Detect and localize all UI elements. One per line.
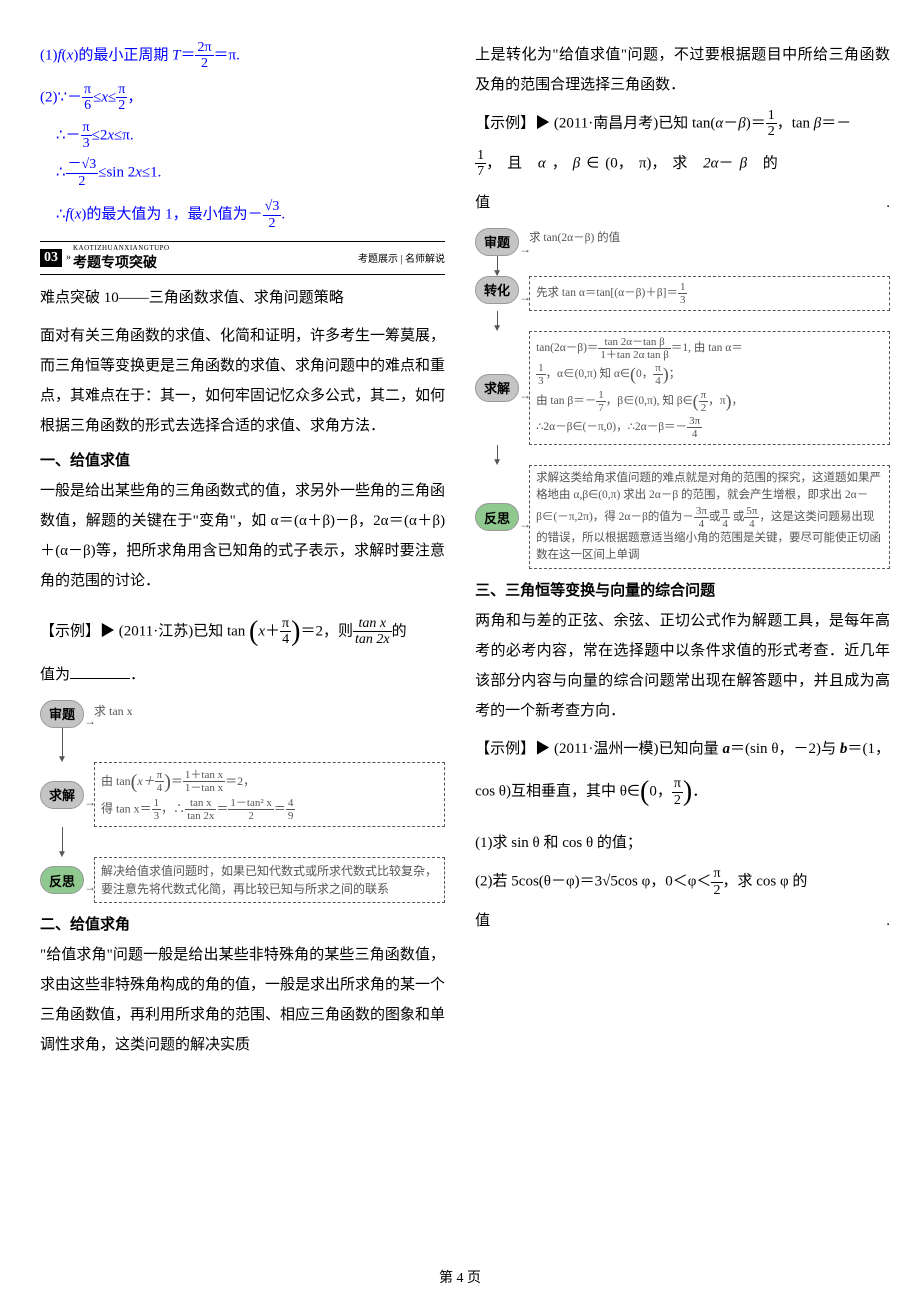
d2-node-transform: 转化: [475, 276, 519, 304]
d2-node-reflect: 反思: [475, 503, 519, 531]
example-2: 【示例】▶ (2011·南昌月考)已知 tan(α－β)＝12，tan β＝－: [475, 108, 890, 140]
diagram-2: 审题 → 求 tan(2α－β) 的值 ▼ 转化 → 先求 tan α＝tan[…: [475, 228, 890, 570]
difficulty-title: 难点突破 10——三角函数求值、求角问题策略: [40, 283, 445, 313]
example-1: 【示例】▶ (2011·江苏)已知 tan (x＋π4)＝2，则tan xtan…: [40, 604, 445, 690]
solution-line-1: (1)f(x)的最小正周期 T＝2π2＝π.: [40, 40, 445, 72]
solution-line-5: ∴f(x)的最大值为 1，最小值为－√32.: [40, 199, 445, 231]
section-pinyin: KAOTIZHUANXIANGTUPO: [73, 244, 170, 252]
para-1: 一般是给出某些角的三角函数式的值，求另外一些角的三角函数值，解题的关键在于"变角…: [40, 476, 445, 596]
para-2: "给值求角"问题一般是给出某些非特殊角的某些三角函数值，求由这些非特殊角构成的角…: [40, 940, 445, 1060]
solution-line-3: ∴－π3≤2x≤π.: [40, 120, 445, 152]
arrow-icon: »: [66, 252, 71, 263]
diagram-1: 审题 → 求 tan x ▼ 求解 → 由 tan(x＋π4)＝1＋tan x1…: [40, 700, 445, 903]
d2-reflect-content: 求解这类给角求值问题的难点就是对角的范围的探究，这道题如果严格地由 α,β∈(0…: [529, 465, 890, 569]
section-bar: 03 » KAOTIZHUANXIANGTUPO 考题专项突破 考题展示 | 名…: [40, 241, 445, 275]
node-reflect-content: 解决给值求值问题时，如果已知代数式或所求代数式比较复杂，要注意先将代数式化简，再…: [94, 857, 445, 903]
node-review-content: 求 tan x: [94, 700, 445, 722]
difficulty-para: 面对有关三角函数的求值、化简和证明，许多考生一筹莫展，而三角恒等变换更是三角函数…: [40, 321, 445, 441]
heading-2: 二、给值求角: [40, 913, 445, 934]
d2-node-review: 审题: [475, 228, 519, 256]
node-solve-content: 由 tan(x＋π4)＝1＋tan x1－tan x＝2， 得 tan x＝13…: [94, 762, 445, 827]
d2-node-solve: 求解: [475, 374, 519, 402]
example-3-q2: (2)若 5cos(θ－φ)＝3√5cos φ，0＜φ＜π2，求 cos φ 的: [475, 866, 890, 898]
node-review: 审题: [40, 700, 84, 728]
node-reflect: 反思: [40, 866, 84, 894]
node-solve: 求解: [40, 781, 84, 809]
example-2-line3: 值.: [475, 188, 890, 218]
example-3-q1: (1)求 sin θ 和 cos θ 的值；: [475, 828, 890, 858]
solution-line-4: ∴－√32≤sin 2x≤1.: [40, 157, 445, 189]
section-subtitle: 考题展示 | 名师解说: [358, 250, 445, 265]
example-3: 【示例】▶ (2011·温州一模)已知向量 a＝(sin θ，－2)与 b＝(1…: [475, 734, 890, 820]
para-top-right: 上是转化为"给值求值"问题，不过要根据题目中所给三角函数及角的范围合理选择三角函…: [475, 40, 890, 100]
d2-transform-content: 先求 tan α＝tan[(α－β)＋β]＝13: [529, 276, 890, 311]
example-3-q2-tail: 值.: [475, 906, 890, 936]
d2-review-content: 求 tan(2α－β) 的值: [529, 228, 890, 249]
heading-1: 一、给值求值: [40, 449, 445, 470]
section-title: 考题专项突破: [73, 252, 170, 272]
example-2-line2: 17，且 α，β∈(0，π)，求 2α－β 的: [475, 148, 890, 180]
page-footer: 第 4 页: [0, 1267, 920, 1287]
solution-line-2: (2)∵－π6≤x≤π2，: [40, 82, 445, 114]
para-3: 两角和与差的正弦、余弦、正切公式作为解题工具，是每年高考的必考内容，常在选择题中…: [475, 606, 890, 726]
d2-solve-content: tan(2α－β)＝tan 2α－tan β1＋tan 2α tan β＝1, …: [529, 331, 890, 445]
section-number: 03: [40, 249, 62, 267]
blank-underline: [70, 678, 130, 679]
heading-3: 三、三角恒等变换与向量的综合问题: [475, 579, 890, 600]
